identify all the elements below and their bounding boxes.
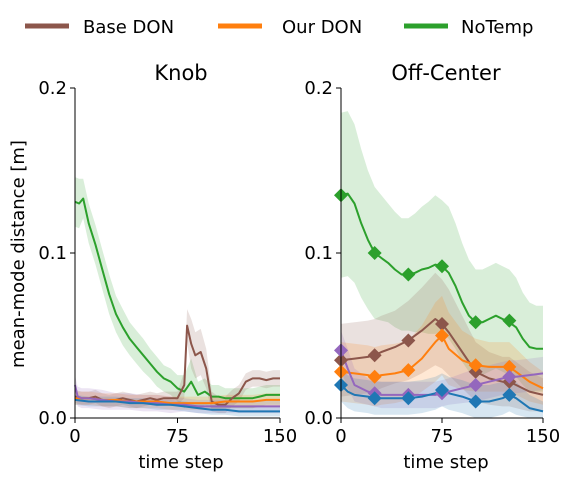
legend-label: Our DON — [282, 17, 362, 38]
x-tick-label: 150 — [263, 426, 297, 447]
series-line — [74, 197, 280, 400]
legend-label: Base DON — [83, 17, 174, 38]
panel-title-knob: Knob — [154, 61, 207, 85]
x-tick-label: 0 — [335, 426, 346, 447]
x-tick-label: 0 — [69, 426, 80, 447]
series-marker — [468, 394, 483, 409]
plot-area — [74, 177, 280, 417]
x-axis-label-off-center: time step — [403, 452, 488, 473]
series-marker — [468, 358, 483, 373]
legend-entry: Our DON — [218, 17, 362, 38]
panel-title-off-center: Off-Center — [391, 61, 501, 85]
series-marker — [468, 378, 483, 392]
x-tick-label: 75 — [431, 426, 454, 447]
series-marker — [367, 391, 382, 406]
x-tick-label: 75 — [166, 426, 189, 447]
series-marker — [367, 246, 382, 260]
y-tick-label: 0.2 — [304, 78, 333, 99]
series-confidence-band — [341, 330, 543, 409]
y-tick-label: 0.1 — [38, 243, 67, 264]
plot-area — [334, 111, 544, 418]
series-marker — [401, 363, 416, 378]
legend-entry: NoTemp — [404, 17, 533, 38]
series-marker — [401, 391, 416, 406]
panel-off-center: Off-Center time step 0.0 0.1 0.2 0 75 150 — [304, 61, 560, 473]
series-marker — [435, 328, 449, 343]
series-marker — [502, 359, 517, 374]
x-axis-label-knob: time step — [138, 452, 223, 473]
series-marker — [502, 387, 517, 402]
series-marker — [468, 315, 483, 330]
series-marker — [401, 333, 416, 348]
legend-label: NoTemp — [461, 17, 533, 38]
y-tick-label: 0.2 — [38, 78, 67, 99]
series-marker — [367, 348, 382, 363]
series-marker — [401, 267, 416, 282]
series-marker — [435, 259, 449, 274]
series-confidence-band — [341, 111, 543, 392]
series-confidence-band — [75, 391, 280, 410]
series-marker — [502, 313, 517, 328]
series-marker — [435, 316, 449, 331]
series-marker — [435, 382, 449, 397]
y-tick-label: 0.1 — [304, 243, 333, 264]
panel-knob: Knob time step 0.0 0.1 0.2 0 75 150 — [38, 61, 297, 473]
series-marker — [502, 369, 517, 384]
y-tick-label: 0.0 — [304, 408, 333, 429]
legend: Base DON Our DON NoTemp — [25, 17, 533, 38]
y-tick-label: 0.0 — [38, 408, 67, 429]
y-axis-label: mean-mode distance [m] — [8, 140, 29, 368]
series-marker — [367, 369, 382, 384]
series-confidence-band — [75, 309, 280, 414]
x-tick-label: 150 — [526, 426, 560, 447]
series-line — [74, 398, 280, 413]
legend-entry: Base DON — [25, 17, 174, 38]
